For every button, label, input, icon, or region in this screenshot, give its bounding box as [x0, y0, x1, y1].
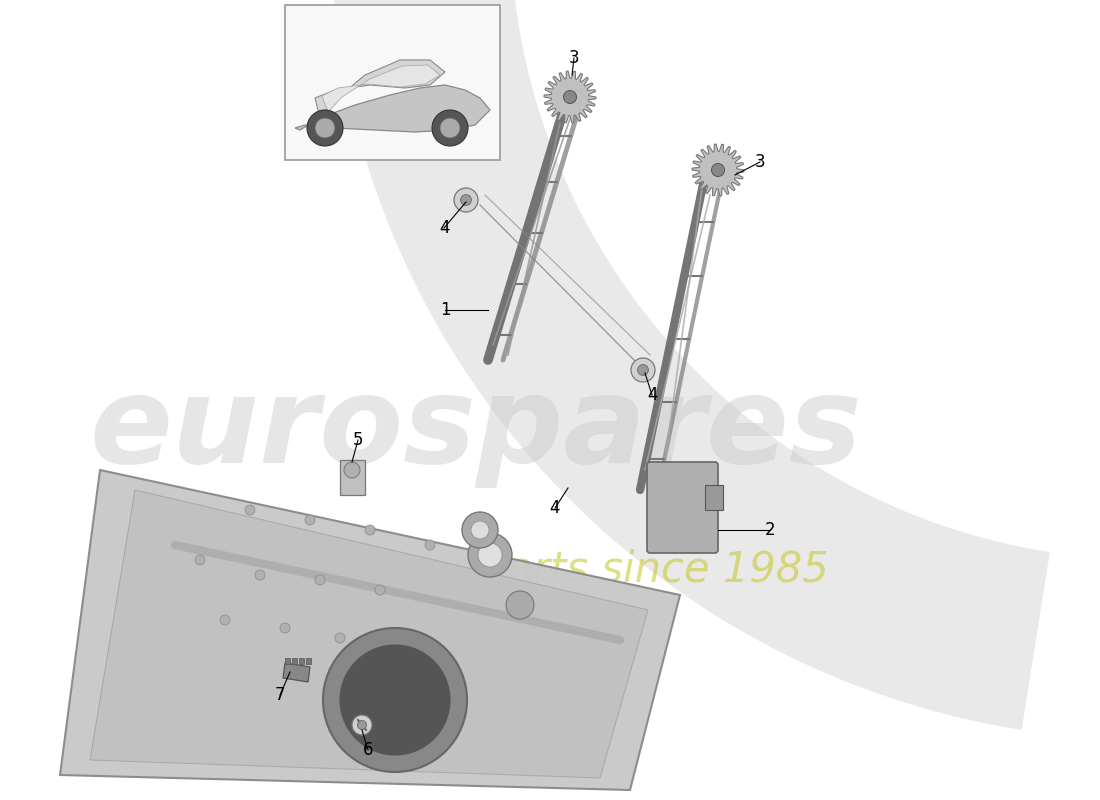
Circle shape: [323, 628, 468, 772]
Text: 4: 4: [439, 219, 449, 237]
Circle shape: [375, 585, 385, 595]
Circle shape: [461, 194, 472, 206]
Polygon shape: [692, 144, 744, 196]
Circle shape: [432, 110, 468, 146]
Circle shape: [336, 633, 345, 643]
Polygon shape: [295, 85, 490, 132]
Circle shape: [195, 555, 205, 565]
Circle shape: [712, 163, 725, 177]
Polygon shape: [283, 663, 310, 682]
Circle shape: [440, 118, 460, 138]
Circle shape: [563, 90, 576, 103]
Bar: [299, 658, 304, 664]
Text: 3: 3: [569, 49, 580, 67]
Circle shape: [307, 110, 343, 146]
Polygon shape: [60, 470, 680, 790]
Polygon shape: [90, 490, 648, 778]
Circle shape: [344, 462, 360, 478]
Circle shape: [315, 118, 336, 138]
Polygon shape: [322, 65, 440, 112]
Text: 6: 6: [363, 741, 373, 759]
Circle shape: [340, 645, 450, 755]
Text: eurospares: eurospares: [90, 371, 862, 489]
Polygon shape: [330, 0, 1049, 730]
Circle shape: [245, 505, 255, 515]
Circle shape: [471, 521, 490, 539]
Bar: [306, 658, 311, 664]
Circle shape: [638, 365, 648, 375]
Circle shape: [365, 525, 375, 535]
Text: 7: 7: [275, 686, 285, 704]
Bar: [705, 485, 723, 510]
Bar: [292, 658, 297, 664]
Circle shape: [506, 591, 534, 619]
Circle shape: [358, 721, 366, 730]
Text: 5: 5: [353, 431, 363, 449]
Bar: [340, 460, 365, 495]
Circle shape: [315, 575, 324, 585]
Circle shape: [454, 188, 478, 212]
Text: 2: 2: [764, 521, 776, 539]
Text: 4: 4: [647, 386, 658, 404]
Circle shape: [478, 543, 502, 567]
Polygon shape: [544, 71, 596, 123]
Circle shape: [352, 715, 372, 735]
Circle shape: [305, 515, 315, 525]
Circle shape: [462, 512, 498, 548]
Polygon shape: [315, 60, 446, 118]
Text: 3: 3: [755, 153, 766, 171]
FancyBboxPatch shape: [647, 462, 718, 553]
Circle shape: [280, 623, 290, 633]
Circle shape: [425, 540, 435, 550]
Circle shape: [255, 570, 265, 580]
Bar: [285, 658, 290, 664]
Text: 1: 1: [440, 301, 450, 319]
Circle shape: [468, 533, 512, 577]
Bar: [285, 5, 500, 160]
Circle shape: [220, 615, 230, 625]
Text: 4: 4: [550, 499, 560, 517]
Circle shape: [631, 358, 654, 382]
Text: a passion for parts since 1985: a passion for parts since 1985: [200, 549, 828, 591]
